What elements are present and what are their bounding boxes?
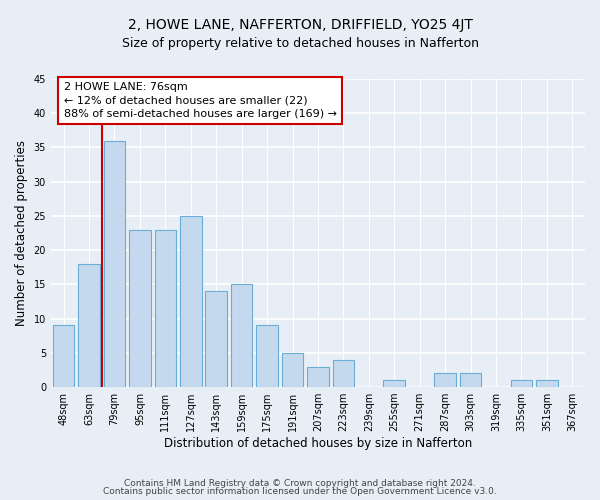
Bar	[78, 264, 100, 387]
Bar	[104, 140, 125, 387]
Text: 2 HOWE LANE: 76sqm
← 12% of detached houses are smaller (22)
88% of semi-detache: 2 HOWE LANE: 76sqm ← 12% of detached hou…	[64, 82, 337, 119]
Text: Size of property relative to detached houses in Nafferton: Size of property relative to detached ho…	[121, 38, 479, 51]
Bar	[460, 374, 481, 387]
Bar	[511, 380, 532, 387]
Text: Contains public sector information licensed under the Open Government Licence v3: Contains public sector information licen…	[103, 487, 497, 496]
Bar	[383, 380, 405, 387]
Bar	[155, 230, 176, 387]
Bar	[205, 291, 227, 387]
Bar	[307, 366, 329, 387]
Bar	[231, 284, 253, 387]
Bar	[53, 326, 74, 387]
Bar	[536, 380, 557, 387]
X-axis label: Distribution of detached houses by size in Nafferton: Distribution of detached houses by size …	[164, 437, 472, 450]
Bar	[256, 326, 278, 387]
Bar	[129, 230, 151, 387]
Bar	[332, 360, 354, 387]
Y-axis label: Number of detached properties: Number of detached properties	[15, 140, 28, 326]
Bar	[282, 353, 304, 387]
Text: Contains HM Land Registry data © Crown copyright and database right 2024.: Contains HM Land Registry data © Crown c…	[124, 478, 476, 488]
Text: 2, HOWE LANE, NAFFERTON, DRIFFIELD, YO25 4JT: 2, HOWE LANE, NAFFERTON, DRIFFIELD, YO25…	[128, 18, 472, 32]
Bar	[434, 374, 456, 387]
Bar	[180, 216, 202, 387]
